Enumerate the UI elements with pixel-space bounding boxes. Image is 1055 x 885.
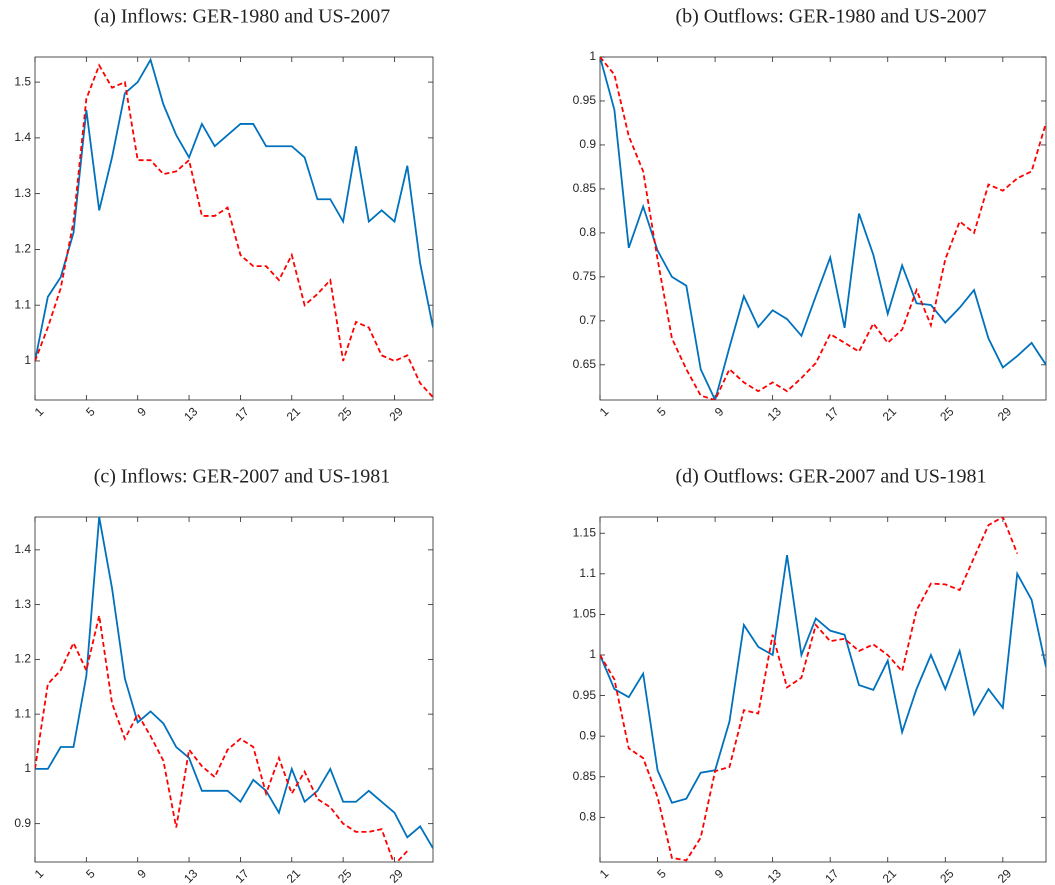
x-tick-label: 13 [765, 866, 785, 885]
x-tick-label: 21 [880, 404, 900, 424]
x-tick-label: 25 [937, 866, 957, 885]
axes-box [599, 56, 1047, 401]
y-tick-label: 0.7 [579, 313, 596, 327]
subplot-title: (c) Inflows: GER-2007 and US-1981 [94, 466, 391, 488]
axes-box [599, 516, 1047, 863]
series-line [600, 57, 1046, 400]
x-tick-label: 29 [995, 404, 1015, 424]
y-tick-label: 1.3 [14, 597, 31, 611]
x-tick-label: 25 [335, 404, 355, 424]
x-tick-label: 13 [181, 866, 201, 885]
x-tick-label: 29 [995, 866, 1015, 885]
series-line [35, 517, 433, 849]
x-tick-label: 17 [822, 404, 842, 424]
y-tick-label: 1.4 [14, 542, 31, 556]
y-tick-label: 1.5 [14, 74, 31, 88]
y-tick-label: 0.9 [579, 137, 596, 151]
y-tick-label: 0.85 [573, 181, 597, 195]
series-line [600, 517, 1019, 862]
x-tick-label: 1 [32, 404, 47, 419]
series-line [35, 63, 433, 398]
y-tick-label: 0.8 [579, 225, 596, 239]
x-tick-label: 9 [712, 866, 727, 881]
x-tick-label: 9 [134, 404, 149, 419]
x-tick-label: 9 [712, 404, 727, 419]
x-tick-label: 1 [597, 866, 612, 881]
subplot: (d) Outflows: GER-2007 and US-1981 0.8 0.8… [573, 466, 1047, 885]
y-tick-label: 1.3 [14, 186, 31, 200]
x-tick-label: 9 [134, 866, 149, 881]
subplot-title: (a) Inflows: GER-1980 and US-2007 [94, 6, 391, 28]
series-line [35, 57, 433, 362]
x-tick-label: 13 [765, 404, 785, 424]
x-tick-label: 13 [181, 404, 201, 424]
y-tick-label: 0.9 [579, 728, 596, 742]
x-tick-label: 17 [822, 866, 842, 885]
y-tick-label: 0.9 [14, 816, 31, 830]
x-tick-label: 5 [654, 404, 669, 419]
y-tick-label: 1.05 [573, 607, 597, 621]
y-tick-label: 1 [589, 647, 596, 661]
y-tick-label: 1 [24, 353, 31, 367]
y-tick-label: 1.2 [14, 652, 31, 666]
y-tick-label: 0.95 [573, 688, 597, 702]
y-tick-label: 1.15 [573, 525, 597, 539]
x-tick-label: 5 [83, 866, 98, 881]
x-tick-label: 21 [880, 866, 900, 885]
x-tick-label: 5 [654, 866, 669, 881]
axes-box [34, 516, 434, 863]
x-tick-label: 17 [232, 866, 252, 885]
y-tick-label: 0.85 [573, 769, 597, 783]
y-tick-label: 0.75 [573, 269, 597, 283]
y-tick-label: 1.1 [14, 297, 31, 311]
x-tick-label: 1 [32, 866, 47, 881]
series-line [35, 615, 408, 862]
series-line [600, 555, 1046, 804]
x-tick-label: 5 [83, 404, 98, 419]
subplot: (c) Inflows: GER-2007 and US-1981 0.9 1 1.1… [14, 466, 434, 885]
y-tick-label: 1.4 [14, 130, 31, 144]
y-tick-label: 1.1 [579, 566, 596, 580]
y-tick-label: 1 [589, 49, 596, 63]
subplot: (a) Inflows: GER-1980 and US-2007 1 1.1 1.2… [14, 6, 434, 424]
x-tick-label: 29 [386, 866, 406, 885]
y-tick-label: 1.1 [14, 706, 31, 720]
y-tick-label: 0.65 [573, 357, 597, 371]
x-tick-label: 17 [232, 404, 252, 424]
series-line [600, 57, 1046, 400]
x-tick-label: 21 [284, 404, 304, 424]
y-tick-label: 1.2 [14, 242, 31, 256]
y-tick-label: 0.95 [573, 93, 597, 107]
subplot-title: (d) Outflows: GER-2007 and US-1981 [675, 466, 986, 488]
x-tick-label: 29 [386, 404, 406, 424]
y-tick-label: 1 [24, 761, 31, 775]
x-tick-label: 25 [335, 866, 355, 885]
subplot: (b) Outflows: GER-1980 and US-2007 0.65 0.… [573, 6, 1047, 424]
x-tick-label: 21 [284, 866, 304, 885]
x-tick-label: 25 [937, 404, 957, 424]
subplot-title: (b) Outflows: GER-1980 and US-2007 [675, 6, 986, 28]
y-tick-label: 0.8 [579, 810, 596, 824]
x-tick-label: 1 [597, 404, 612, 419]
